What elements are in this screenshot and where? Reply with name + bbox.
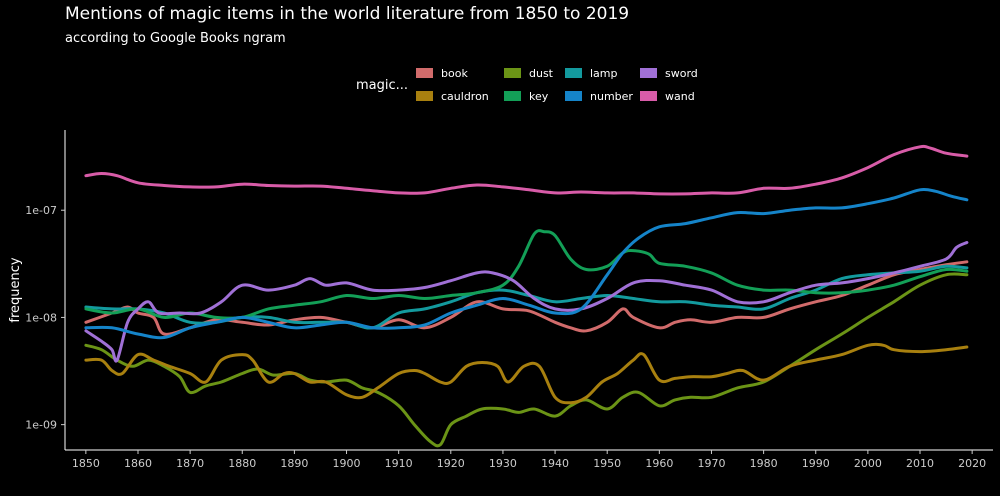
legend-item-wand: wand [640, 89, 695, 103]
series-layer [84, 144, 969, 448]
x-tick-label-1900: 1900 [333, 457, 361, 470]
x-tick-label-1990: 1990 [802, 457, 830, 470]
legend-swatch-wand [640, 91, 657, 101]
legend-item-lamp: lamp [565, 66, 618, 80]
legend-label-dust: dust [529, 66, 553, 80]
y-axis-title: frequency [8, 257, 23, 323]
x-tick-label-1870: 1870 [176, 457, 204, 470]
series-line-cauldron [84, 342, 969, 405]
x-tick-label-1940: 1940 [541, 457, 569, 470]
x-tick-label-1950: 1950 [593, 457, 621, 470]
x-tick-label-1960: 1960 [645, 457, 673, 470]
x-tick-label-1930: 1930 [489, 457, 517, 470]
series-line-key [84, 229, 969, 320]
legend-title: magic... [356, 78, 409, 93]
x-tick-label-1980: 1980 [750, 457, 778, 470]
legend-item-book: book [416, 66, 468, 80]
legend-label-sword: sword [665, 66, 698, 80]
legend-label-lamp: lamp [590, 66, 618, 80]
y-tick-label-1e-08: 1e-08 [25, 311, 57, 324]
series-line-dust [84, 272, 969, 448]
x-tick-label-2010: 2010 [906, 457, 934, 470]
series-line-wand [84, 144, 969, 196]
legend-item-dust: dust [504, 66, 553, 80]
legend-item-cauldron: cauldron [416, 89, 489, 103]
legend-label-cauldron: cauldron [441, 89, 489, 103]
x-tick-label-1970: 1970 [697, 457, 725, 470]
x-tick-label-1860: 1860 [124, 457, 152, 470]
legend-swatch-cauldron [416, 91, 433, 101]
axis-layer: 1850 1860 1870 1880 1890 1900 1910 1920 1930 1940… [25, 130, 993, 470]
series-line-number [84, 187, 969, 340]
legend-label-key: key [529, 89, 549, 103]
x-tick-label-2020: 2020 [958, 457, 986, 470]
x-tick-label-1880: 1880 [228, 457, 256, 470]
legend-label-book: book [441, 66, 468, 80]
chart-title: Mentions of magic items in the world lit… [65, 4, 630, 24]
x-tick-label-1910: 1910 [385, 457, 413, 470]
legend-swatch-key [504, 91, 521, 101]
legend-item-sword: sword [640, 66, 698, 80]
x-tick-label-1890: 1890 [280, 457, 308, 470]
y-tick-label-1e-09: 1e-09 [25, 419, 57, 432]
legend-item-number: number [565, 89, 633, 103]
series-line-sword [84, 241, 969, 363]
legend-label-wand: wand [665, 89, 695, 103]
legend-swatch-lamp [565, 68, 582, 78]
legend-item-key: key [504, 89, 548, 103]
legend-swatch-sword [640, 68, 657, 78]
x-tick-label-1850: 1850 [72, 457, 100, 470]
x-tick-label-1920: 1920 [437, 457, 465, 470]
x-tick-label-2000: 2000 [854, 457, 882, 470]
legend-swatch-dust [504, 68, 521, 78]
legend-label-number: number [590, 89, 633, 103]
chart-subtitle: according to Google Books ngram [65, 31, 286, 46]
legend-swatch-book [416, 68, 433, 78]
legend-swatch-number [565, 91, 582, 101]
y-tick-label-1e-07: 1e-07 [25, 204, 57, 217]
